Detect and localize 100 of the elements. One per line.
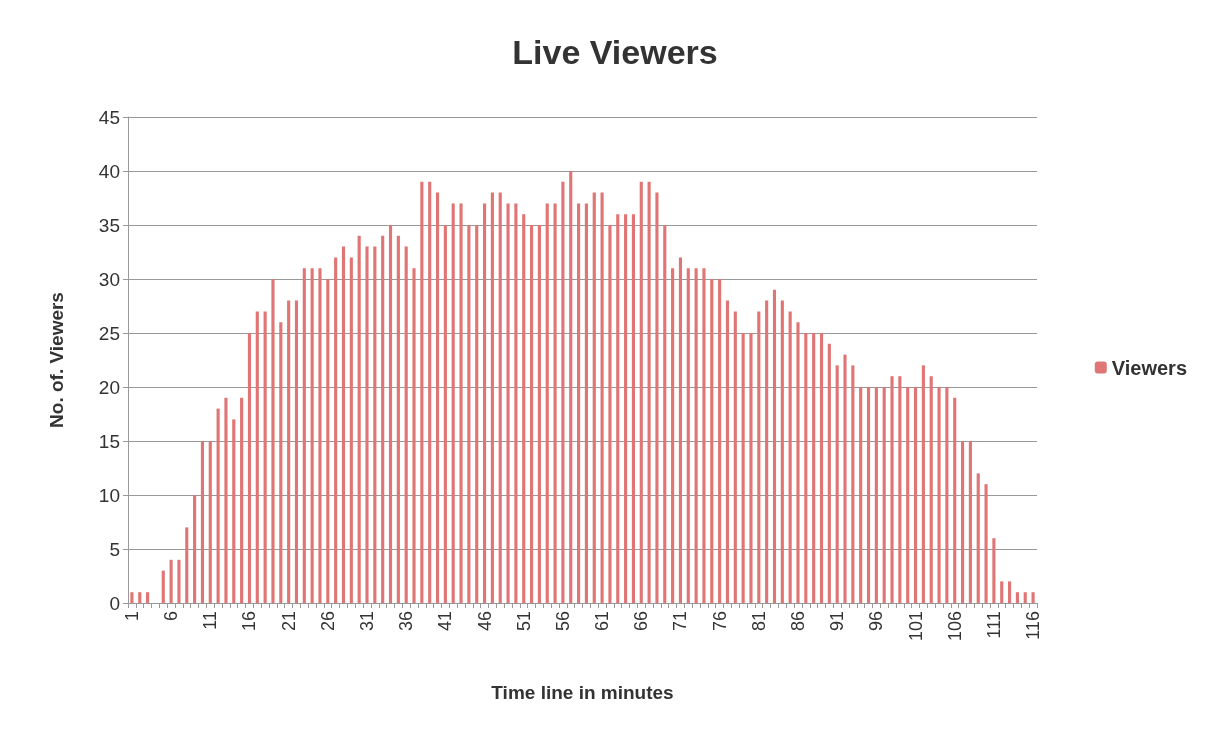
bar <box>733 311 737 603</box>
bar <box>1023 592 1027 603</box>
bar <box>232 419 236 603</box>
bar <box>953 397 957 603</box>
bar <box>647 181 651 603</box>
bar <box>859 387 863 603</box>
y-tick-label: 45 <box>98 106 120 128</box>
bar <box>435 192 440 603</box>
y-tick-label: 40 <box>98 160 120 182</box>
x-tick-label: 106 <box>944 611 965 642</box>
chart-title: Live Viewers <box>512 33 718 71</box>
x-tick-label: 96 <box>866 611 887 632</box>
bar <box>537 225 541 603</box>
bar <box>796 322 800 603</box>
bar <box>827 343 831 603</box>
y-tick-label: 25 <box>98 322 120 344</box>
x-tick-label: 41 <box>435 611 456 632</box>
bar <box>334 257 338 603</box>
x-tick-label: 116 <box>1023 611 1044 640</box>
bar <box>349 257 353 603</box>
bar <box>506 203 510 603</box>
bar <box>710 279 714 603</box>
x-tick-label: 66 <box>631 611 652 632</box>
bar <box>498 192 502 603</box>
bar <box>357 235 361 603</box>
bar <box>702 268 706 603</box>
bar <box>146 592 150 603</box>
x-tick-label: 91 <box>827 611 848 632</box>
bar <box>984 484 988 603</box>
bar <box>428 181 432 603</box>
x-tick-label: 21 <box>278 611 299 632</box>
bar <box>1015 592 1019 603</box>
bar <box>671 268 675 603</box>
bar <box>459 203 463 603</box>
bar <box>631 214 635 603</box>
bar <box>247 333 252 603</box>
x-tick-label: 81 <box>748 611 769 632</box>
x-tick-label: 46 <box>474 611 495 632</box>
x-tick-label: 26 <box>317 611 338 632</box>
bar <box>130 592 134 603</box>
bar <box>514 203 518 603</box>
bar <box>921 365 925 603</box>
bar <box>1008 581 1012 603</box>
bar <box>874 387 878 603</box>
bar <box>639 181 643 603</box>
bar <box>193 495 197 603</box>
bar <box>968 441 972 603</box>
bar <box>592 192 596 603</box>
bar <box>694 268 698 603</box>
bar <box>138 592 142 603</box>
x-tick-label: 6 <box>161 611 182 622</box>
bar <box>255 311 259 603</box>
x-tick-label: 76 <box>709 611 730 632</box>
bar <box>765 300 769 603</box>
bar <box>185 527 189 603</box>
bar <box>310 268 314 603</box>
bar <box>522 214 526 603</box>
bar <box>373 246 377 603</box>
bar <box>341 246 346 603</box>
bar <box>741 333 745 603</box>
bar <box>569 171 573 603</box>
bar <box>365 246 369 603</box>
y-tick-label: 15 <box>98 430 120 452</box>
bar <box>890 376 894 603</box>
y-tick-label: 5 <box>109 538 120 560</box>
bar <box>725 300 730 603</box>
bar <box>937 387 941 603</box>
bar <box>381 235 385 603</box>
bar <box>749 333 753 603</box>
bar <box>169 559 173 603</box>
bar <box>655 192 659 603</box>
bar <box>678 257 683 603</box>
bar <box>718 279 722 603</box>
bar <box>686 268 690 603</box>
bar <box>960 441 965 603</box>
bar <box>835 365 839 603</box>
bar <box>945 387 949 603</box>
bar <box>819 333 824 603</box>
bar <box>482 203 487 603</box>
bar <box>992 538 996 603</box>
bar <box>302 268 306 603</box>
bar <box>224 397 228 603</box>
bar <box>561 181 565 603</box>
bar <box>271 279 275 603</box>
y-axis-title: No. of. Viewers <box>46 292 67 428</box>
x-tick-label: 11 <box>200 611 221 630</box>
bar <box>530 225 534 603</box>
bar <box>804 333 808 603</box>
bar <box>475 225 479 603</box>
bar <box>1031 592 1035 603</box>
x-tick-label: 101 <box>905 611 926 642</box>
bar <box>161 570 165 603</box>
bar <box>851 365 855 603</box>
bar <box>467 225 471 603</box>
bar <box>404 246 408 603</box>
x-tick-label: 51 <box>513 611 534 632</box>
bar <box>279 322 283 603</box>
x-tick-label: 71 <box>670 611 691 632</box>
bar <box>318 268 322 603</box>
bar <box>898 376 902 603</box>
